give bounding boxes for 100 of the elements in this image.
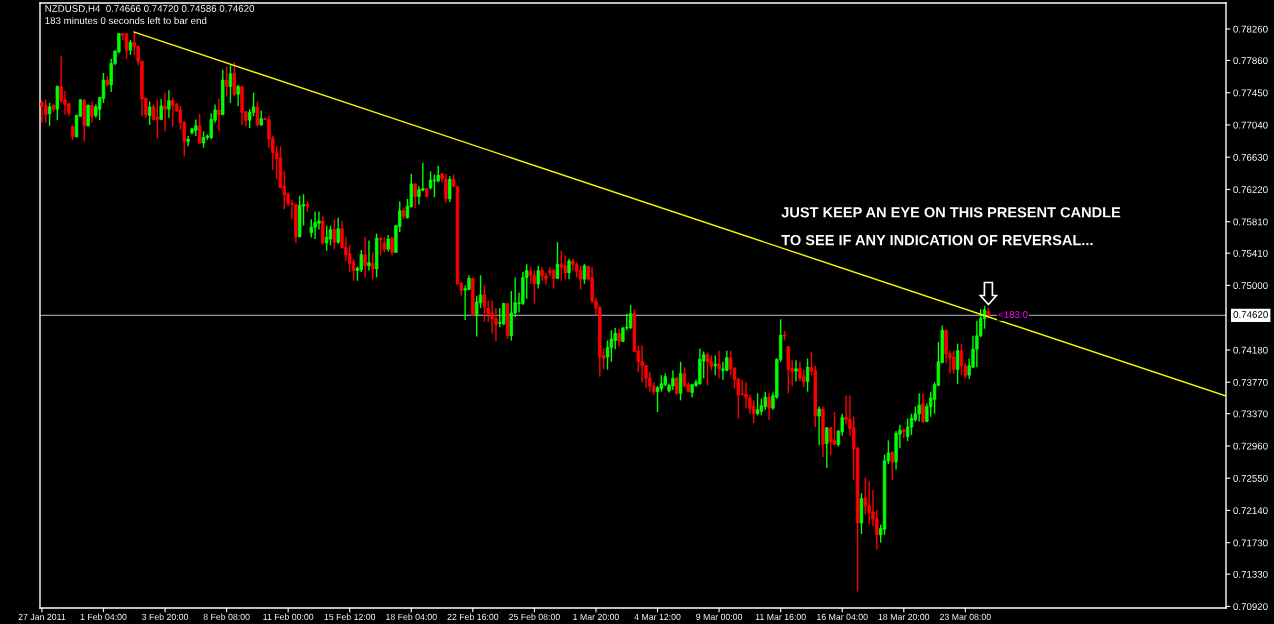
candlestick <box>413 182 417 210</box>
candlestick <box>194 118 198 137</box>
candlestick <box>228 64 233 104</box>
candlestick <box>155 99 160 140</box>
text: 183 minutes 0 seconds left to bar end <box>45 16 207 25</box>
candlestick <box>328 224 333 247</box>
candlestick <box>55 84 59 121</box>
x-tick-label: 27 Jan 2011 <box>18 613 66 620</box>
candlestick <box>324 224 329 252</box>
x-tick-label: 18 Feb 04:00 <box>386 613 437 620</box>
y-tick-label: 0.75810 <box>1233 218 1268 226</box>
y-tick-label: 0.75410 <box>1233 249 1268 257</box>
x-tick-label: 9 Mar 00:00 <box>696 613 743 620</box>
candlestick <box>217 98 221 132</box>
y-tick-label: 0.73370 <box>1233 410 1268 418</box>
candlestick <box>390 235 394 257</box>
candlestick <box>767 392 771 421</box>
candlestick <box>675 376 679 396</box>
candlestick <box>532 269 537 305</box>
candlestick <box>232 61 236 98</box>
y-tick-label: 0.73770 <box>1233 378 1268 386</box>
candlestick <box>40 99 44 124</box>
y-tick-label: 0.72140 <box>1233 507 1268 515</box>
x-tick-label: 16 Mar 04:00 <box>817 613 868 620</box>
candlestick <box>197 113 202 145</box>
x-tick-label: 15 Feb 12:00 <box>324 613 376 620</box>
candlestick <box>921 392 925 424</box>
y-tick-label: 0.72960 <box>1233 442 1268 450</box>
candlestick <box>147 100 152 126</box>
candlestick <box>321 215 325 246</box>
annotation: <183:0 <box>998 311 1028 318</box>
candlestick <box>567 257 571 280</box>
candlestick <box>417 185 421 206</box>
x-tick-label: 8 Feb 08:00 <box>203 613 250 620</box>
candlestick <box>817 405 821 446</box>
candlestick <box>44 99 48 124</box>
candlestick <box>678 361 683 401</box>
y-tick-label: 0.74180 <box>1233 346 1268 354</box>
candlestick <box>798 361 802 383</box>
candlestick <box>755 392 760 416</box>
candlestick <box>448 175 452 203</box>
x-tick-label: 3 Feb 20:00 <box>142 613 189 620</box>
x-tick-label: 1 Mar 20:00 <box>573 613 619 620</box>
annotation: TO SEE IF ANY INDICATION OF REVERSAL... <box>781 234 1093 246</box>
candlestick <box>563 254 567 280</box>
x-tick-label: 23 Mar 08:00 <box>939 613 991 620</box>
x-tick-label: 25 Feb 08:00 <box>509 613 560 620</box>
candlestick <box>794 359 798 383</box>
candlestick <box>47 102 52 127</box>
candlestick <box>351 257 356 282</box>
candlestick <box>159 98 163 121</box>
x-tick-label: 4 Mar 12:00 <box>634 613 681 620</box>
x-tick-label: 1 Feb 04:00 <box>80 613 127 620</box>
candlestick <box>498 307 502 328</box>
candlestick <box>655 385 660 413</box>
candlestick <box>717 350 721 379</box>
annotation: JUST KEEP AN EYE ON THIS PRESENT CANDLE <box>781 207 1121 218</box>
candlestick <box>251 91 256 117</box>
candlestick <box>763 390 767 411</box>
candlestick <box>555 241 560 280</box>
candlestick <box>86 103 90 128</box>
candlestick <box>671 369 675 391</box>
candlestick <box>559 250 564 282</box>
candlestick <box>713 354 717 376</box>
candlestick <box>578 265 583 291</box>
candlestick <box>867 480 871 526</box>
candlestick <box>313 210 317 240</box>
y-tick-label: 0.72550 <box>1233 474 1268 482</box>
candlestick <box>640 344 644 383</box>
candlestick <box>359 249 363 273</box>
chart-title: NZDUSD,H4 0.74666 0.74720 0.74586 0.74620 <box>45 5 255 14</box>
y-tick-label: 0.76220 <box>1233 186 1268 194</box>
candlestick <box>371 251 375 280</box>
candlestick <box>224 66 229 98</box>
candlestick <box>705 351 710 387</box>
candlestick <box>605 339 610 371</box>
candlestick <box>363 235 367 279</box>
candlestick <box>721 361 725 381</box>
candlestick <box>163 91 167 132</box>
candlestick <box>740 379 744 396</box>
x-tick-label: 22 Feb 16:00 <box>447 613 499 620</box>
y-tick-label: 0.75000 <box>1233 282 1268 290</box>
candlestick <box>444 173 448 204</box>
y-tick-label: 0.77040 <box>1233 121 1268 129</box>
x-tick-label: 11 Mar 16:00 <box>755 613 806 620</box>
candlestick <box>752 399 756 424</box>
candlestick <box>367 239 371 272</box>
candlestick <box>917 392 921 423</box>
candlestick <box>952 350 956 375</box>
candlestick <box>171 96 175 128</box>
x-tick-label: 18 Mar 20:00 <box>878 613 930 620</box>
y-tick-label: 0.71730 <box>1233 539 1268 547</box>
candlestick <box>332 218 337 250</box>
ref-line-label: 0.74620 <box>1233 311 1268 318</box>
candlestick <box>955 342 960 385</box>
y-tick-label: 0.77450 <box>1233 89 1268 97</box>
candlestick <box>825 426 829 469</box>
candlestick <box>336 217 340 245</box>
candlestick <box>682 366 687 388</box>
candlestick <box>909 412 914 436</box>
